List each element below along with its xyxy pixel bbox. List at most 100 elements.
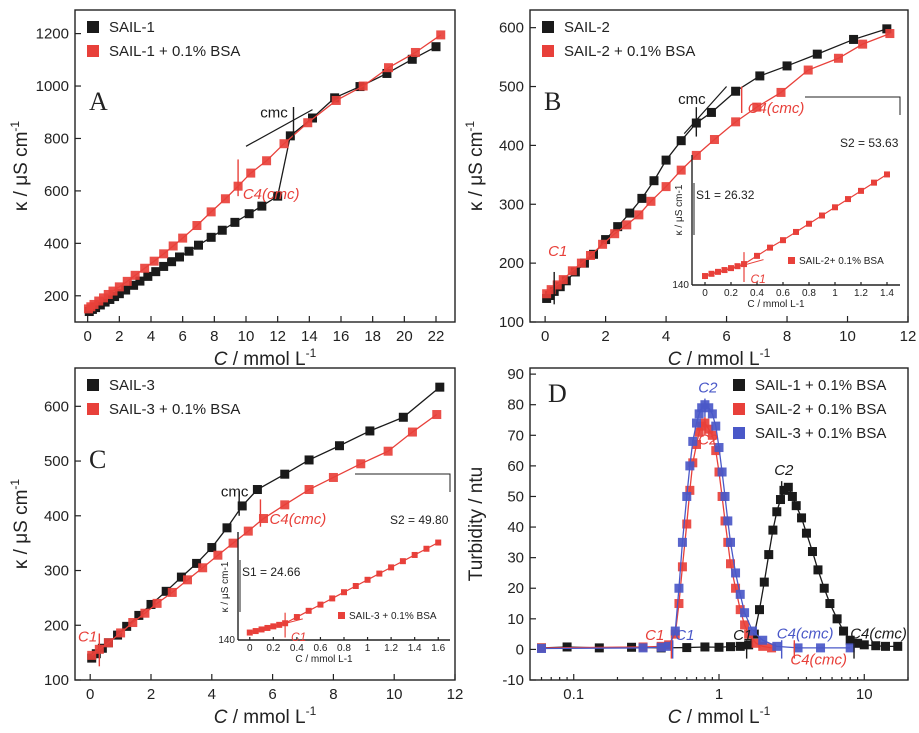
data-point <box>707 430 717 440</box>
plot-frame <box>74 9 456 323</box>
data-point <box>694 427 704 437</box>
data-point <box>694 409 704 419</box>
data-point <box>331 95 341 105</box>
inset-data-point <box>293 614 300 621</box>
data-point <box>625 208 635 218</box>
data-point <box>772 641 782 651</box>
cmc-fit-line <box>683 86 728 135</box>
data-point <box>303 118 313 128</box>
panel-letter: C <box>89 445 106 474</box>
y-tick-label: 30 <box>507 550 524 567</box>
data-point <box>893 641 903 651</box>
y-tick-label: 200 <box>44 288 69 305</box>
data-point <box>398 412 408 422</box>
data-point <box>782 61 792 71</box>
data-point <box>192 558 202 568</box>
inset-x-tick-label: 1.4 <box>880 288 894 299</box>
annotation: C4(cmc) <box>270 511 327 528</box>
inset-s1-fit <box>249 618 303 634</box>
data-point <box>807 547 817 557</box>
data-point <box>537 643 547 653</box>
inset-x-tick-label: 0.6 <box>313 643 327 654</box>
x-tick-label: 22 <box>428 328 445 345</box>
legend-marker <box>542 21 554 33</box>
legend-marker <box>542 45 554 57</box>
data-point <box>731 568 741 578</box>
data-point <box>194 240 203 250</box>
inset-data-point <box>793 228 799 235</box>
data-point <box>356 459 366 469</box>
data-point <box>230 217 240 227</box>
data-point <box>677 537 687 547</box>
data-point <box>192 221 202 231</box>
inset-x-tick-label: 0.6 <box>776 288 790 299</box>
data-point <box>435 382 445 392</box>
y-tick-label: 100 <box>499 314 524 331</box>
data-point <box>735 589 745 599</box>
data-point <box>384 63 393 73</box>
inset-data-point <box>317 601 324 608</box>
data-point <box>812 49 822 59</box>
data-point <box>880 641 890 651</box>
data-point <box>407 427 417 437</box>
data-point <box>244 209 254 219</box>
inset-x-tick-label: 0.8 <box>337 643 351 654</box>
x-tick-label: 6 <box>722 328 730 345</box>
data-point <box>775 495 785 505</box>
annotation: cmc <box>678 91 706 108</box>
data-point <box>803 65 813 75</box>
data-point <box>159 261 169 271</box>
data-point <box>787 491 797 501</box>
data-point <box>751 638 761 648</box>
x-tick-label: 2 <box>601 328 609 345</box>
data-point <box>262 156 272 166</box>
data-point <box>567 266 577 276</box>
data-point <box>714 642 724 652</box>
data-point <box>664 641 674 651</box>
inset-c1-label: C1 <box>291 630 306 644</box>
inset-data-point <box>767 244 773 251</box>
inset-data-point <box>715 268 721 275</box>
data-point <box>752 102 762 112</box>
inset-legend-marker <box>338 612 345 619</box>
annotation: C1 <box>78 629 97 646</box>
data-point <box>558 275 568 285</box>
data-point <box>152 598 162 608</box>
inset-data-point <box>734 263 741 270</box>
data-point <box>273 191 283 201</box>
data-point <box>175 252 184 262</box>
inset-data-point <box>754 252 760 259</box>
data-point <box>280 469 290 479</box>
x-tick-label: 12 <box>447 686 464 703</box>
inset-x-tick-label: 1.2 <box>854 288 868 299</box>
inset-data-point <box>329 595 336 602</box>
data-point <box>334 441 344 451</box>
x-tick-label: 12 <box>900 328 917 345</box>
data-point <box>744 640 754 650</box>
data-point <box>149 256 159 266</box>
data-point <box>206 207 216 217</box>
data-point <box>622 220 632 230</box>
data-point <box>358 81 368 91</box>
data-point <box>885 29 895 39</box>
data-point <box>598 239 608 249</box>
annotation: C1 <box>675 627 694 644</box>
data-point <box>764 550 774 560</box>
legend-label: SAIL-3 <box>109 377 155 394</box>
legend-marker <box>87 403 99 415</box>
data-point <box>682 519 692 529</box>
panel-letter: D <box>548 379 567 408</box>
x-tick-label: 12 <box>269 328 286 345</box>
x-axis-title: C / mmol L-1 <box>668 704 771 728</box>
data-point <box>207 543 217 553</box>
inset-x-tick-label: 0.2 <box>724 288 738 299</box>
y-tick-label: 1000 <box>36 78 69 95</box>
inset-x-tick-label: 0.8 <box>802 288 816 299</box>
y-tick-label: 1200 <box>36 26 69 43</box>
inset-y-title: κ / μS cm-1 <box>220 561 231 612</box>
data-point <box>832 614 842 624</box>
data-point <box>755 71 765 81</box>
data-point <box>754 605 764 615</box>
data-point <box>161 586 171 596</box>
data-point <box>783 482 793 492</box>
